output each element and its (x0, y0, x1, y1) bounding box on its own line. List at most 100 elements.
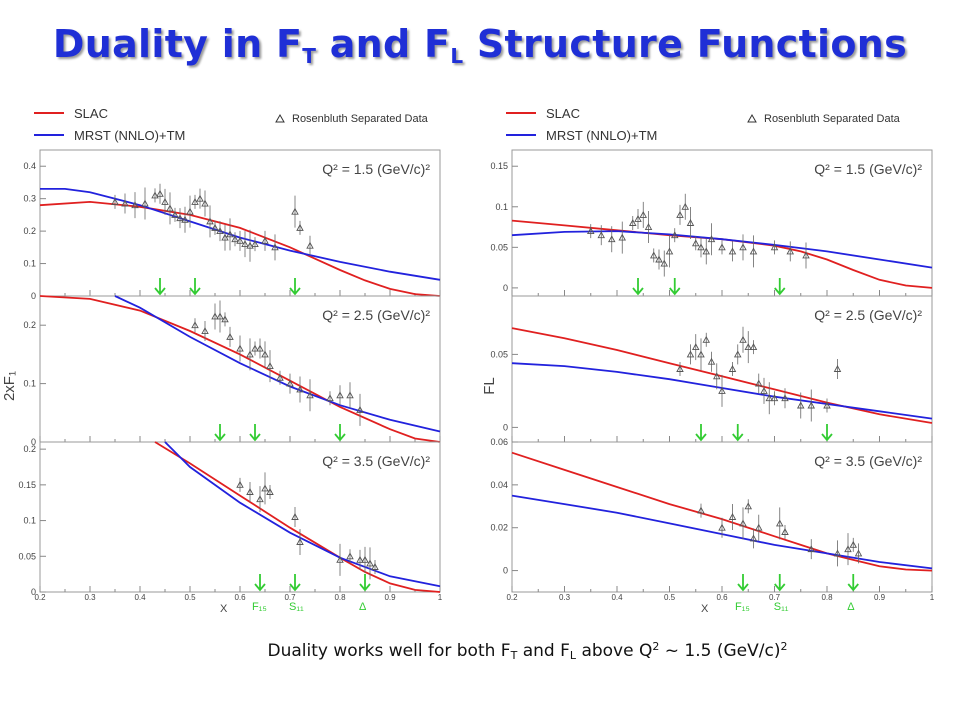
fl-data-point (702, 247, 711, 255)
ft-x-tick-label: 0.8 (334, 593, 346, 602)
fl-data-point (739, 243, 747, 251)
fl-x-tick-label: 0.9 (874, 593, 886, 602)
ft-data-point (251, 240, 259, 248)
fl-data-point (844, 545, 852, 553)
ft-data-point (226, 230, 234, 238)
ft-data-point (296, 538, 304, 545)
fl-data-point (607, 235, 616, 243)
ft-y-tick-label: 0.4 (23, 161, 36, 171)
fl-data-point (707, 235, 716, 243)
fl-data-point (639, 210, 648, 218)
fl-data-point (781, 394, 789, 402)
slide-title: Duality in FT and FL Structure Functions (0, 22, 960, 68)
ft-data-point (206, 217, 214, 225)
fl-data-point (676, 210, 684, 218)
fl-resonance-arrow (632, 278, 644, 296)
ft-resonance-arrow (154, 278, 166, 296)
fl-mrst-curve (511, 230, 933, 269)
fl-x-tick-label: 0.6 (716, 593, 728, 602)
ft-x-tick-label: 1 (438, 593, 443, 602)
ft-data-point (201, 327, 209, 334)
fl-data-point (802, 251, 810, 259)
ft-resonance-arrow (289, 278, 301, 296)
ft-y-tick-label: 0 (31, 587, 36, 597)
ft-subplot-2: 0 0.1 0.2 Q² = 2.5 (GeV/c)² (23, 295, 441, 447)
ft-y-tick-label: 0 (31, 437, 36, 447)
fl-y-tick-label: 0.05 (490, 242, 508, 252)
ft-data-point (276, 373, 284, 381)
fl-data-point (670, 231, 679, 239)
ft-data-point (286, 379, 294, 387)
caption-sub-l: L (569, 649, 577, 662)
fl-resonance-arrow (774, 278, 786, 296)
fl-data-point (665, 247, 674, 255)
fl-data-point (718, 243, 726, 251)
ft-y-axis-label: 2xF₁ (1, 371, 18, 401)
fl-y-tick-label: 0.1 (495, 202, 508, 212)
ft-y-tick-label: 0.3 (23, 194, 36, 204)
caption-text-3: above Q (576, 641, 653, 661)
ft-x-tick-label: 0.7 (284, 593, 296, 602)
fl-data-point (707, 357, 716, 365)
fl-resonance-arrow (669, 278, 681, 296)
ft-data-point (241, 240, 249, 248)
ft-data-point (231, 235, 239, 243)
fl-data-point (733, 350, 742, 358)
ft-x-axis-label: X (220, 603, 228, 615)
fl-data-point (686, 219, 695, 226)
fl-y-tick-label: 0 (503, 566, 508, 576)
fl-data-point (854, 549, 863, 557)
fl-data-point (649, 251, 658, 259)
ft-x-tick-label: 0.2 (34, 593, 46, 602)
ft-y-tick-label: 0.1 (23, 259, 36, 269)
ft-data-point (296, 385, 304, 393)
fl-data-point (807, 545, 816, 553)
ft-y-tick-label: 0.2 (23, 226, 36, 236)
fl-x-tick-label: 0.8 (821, 593, 833, 602)
ft-data-point (121, 199, 129, 207)
ft-data-point (171, 210, 179, 218)
fl-subplot-1: 0 0.05 0.1 0.15 Q² = 1.5 (GeV/c)² (490, 149, 933, 297)
ft-data-point (236, 480, 244, 488)
fl-x-tick-label: 0.4 (611, 593, 623, 602)
ft-legend-data-marker (275, 113, 285, 123)
ft-resonance-label: F₁₅ (252, 601, 267, 613)
ft-legend-slac-label: SLAC (74, 106, 108, 121)
ft-data-point (221, 315, 229, 323)
fl-data-point (628, 219, 637, 226)
ft-data-point (151, 191, 159, 199)
fl-data-point (833, 549, 842, 557)
ft-x-tick-label: 0.3 (84, 593, 96, 602)
fl-resonance-label: Δ (847, 601, 855, 613)
fl-y-tick-label: 0.02 (490, 523, 508, 533)
ft-data-point (156, 189, 164, 197)
fl-data-point (718, 523, 726, 531)
ft-legend-data-label: Rosenbluth Separated Data (292, 113, 429, 125)
ft-data-point (196, 194, 204, 202)
ft-x-tick-label: 0.4 (134, 593, 146, 602)
ft-data-point (216, 312, 224, 320)
ft-resonance-label: Δ (359, 601, 367, 613)
fl-resonance-label: S₁₁ (774, 601, 789, 613)
title-text: Duality in F (52, 22, 303, 66)
ft-y-tick-label: 0.15 (18, 480, 36, 490)
ft-data-point (201, 199, 209, 207)
fl-chart-svg: SLAC MRST (NNLO)+TM Rosenbluth Separated D… (481, 106, 935, 615)
fl-slac-curve (511, 451, 933, 572)
fl-y-tick-label: 0.05 (490, 349, 508, 359)
fl-x-tick-label: 0.7 (769, 593, 781, 602)
title-text-and: and F (316, 22, 451, 66)
fl-data-point (781, 528, 789, 535)
ft-data-point (261, 236, 269, 244)
fl-data-point (697, 350, 705, 358)
ft-data-point (371, 563, 379, 570)
fl-x-tick-label: 0.3 (559, 593, 571, 602)
fl-x-tick-label: 0.2 (506, 593, 518, 602)
fl-q2-label: Q² = 3.5 (GeV/c)² (814, 453, 922, 469)
slide-caption: Duality works well for both FT and FL ab… (0, 640, 960, 662)
fl-data-point (739, 519, 747, 527)
title-subscript-t: T (302, 44, 317, 68)
fl-resonance-arrow (737, 574, 749, 592)
fl-data-point (634, 215, 642, 222)
fl-data-point (728, 513, 737, 520)
